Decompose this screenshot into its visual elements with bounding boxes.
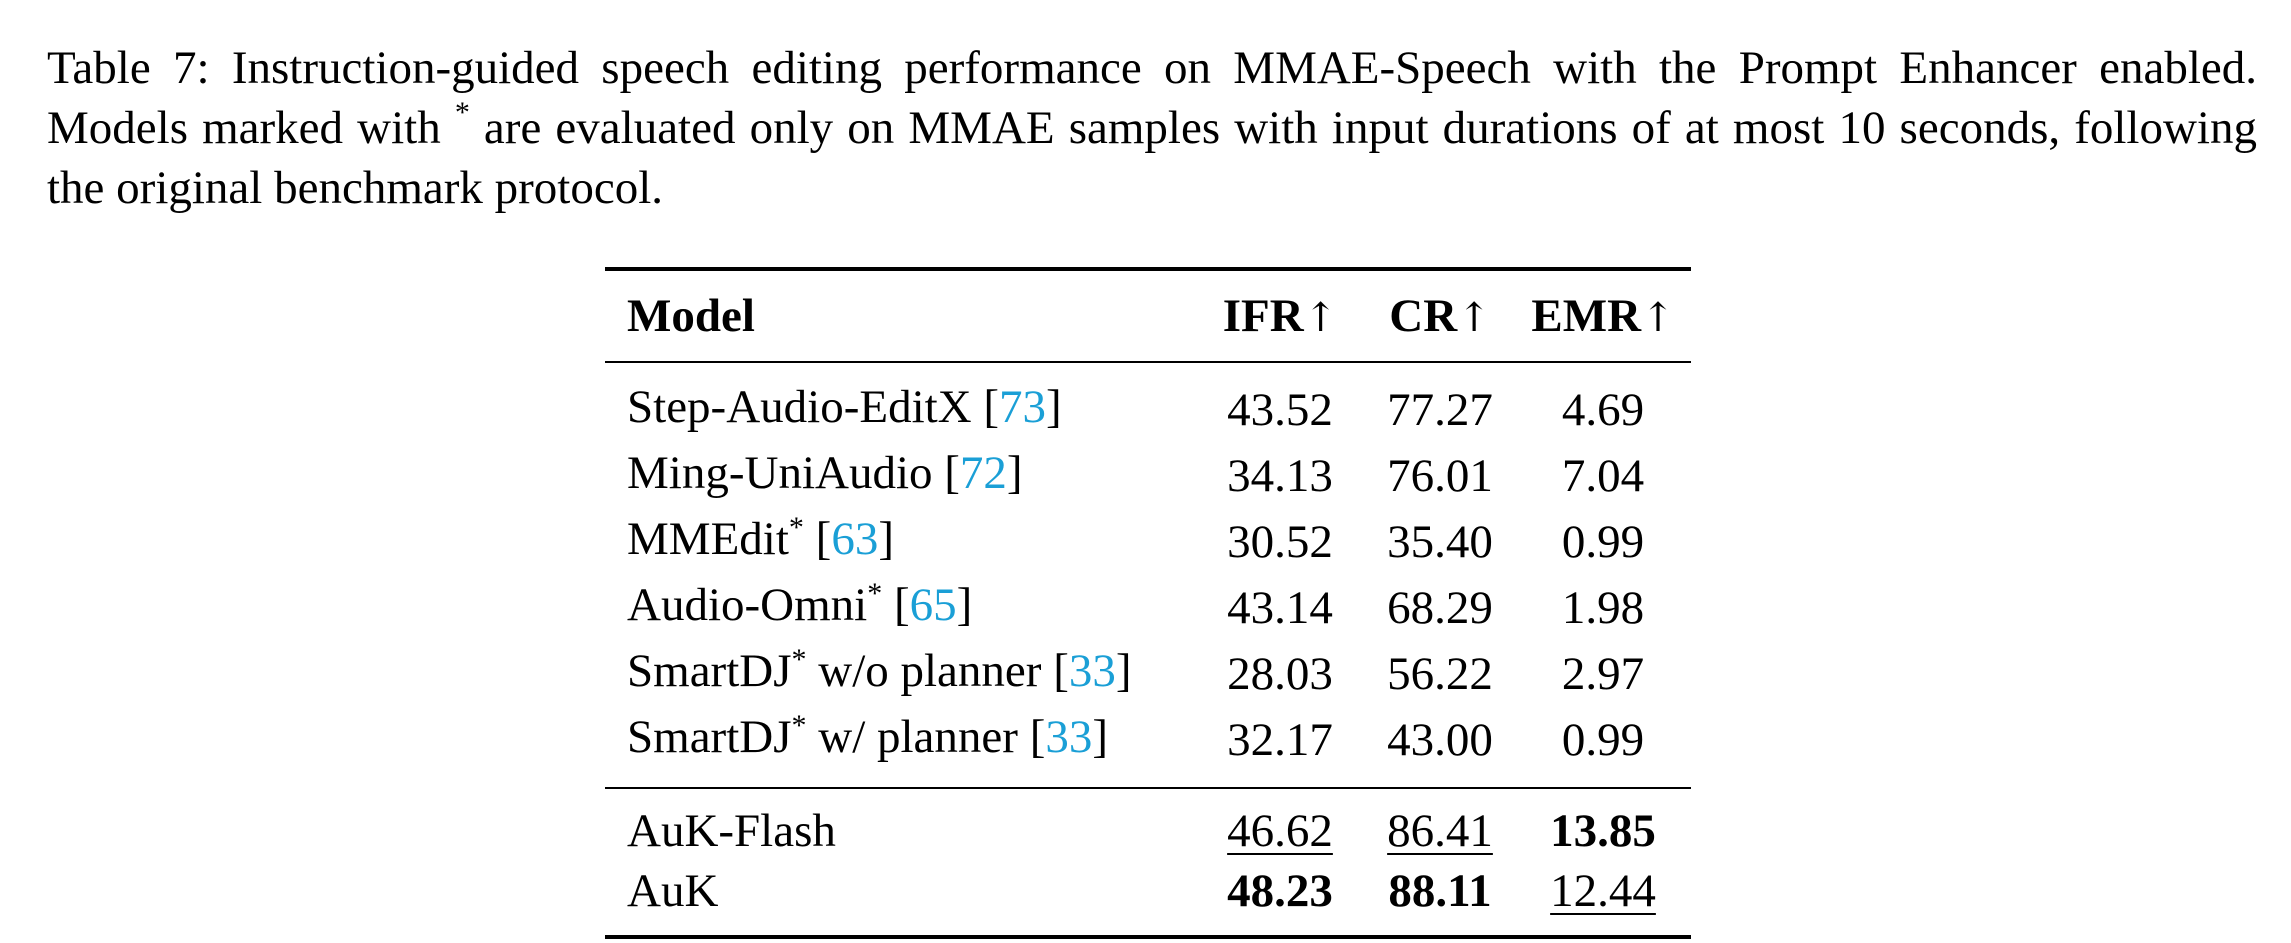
emr-value: 12.44 bbox=[1550, 865, 1656, 917]
cr-value: 43.00 bbox=[1387, 714, 1493, 766]
model-name: Step-Audio-EditX [73] bbox=[627, 381, 1062, 433]
cr-value: 77.27 bbox=[1387, 384, 1493, 436]
table-row: Step-Audio-EditX [73] 43.52 77.27 4.69 bbox=[605, 362, 1691, 443]
header-cr: CR↑ bbox=[1389, 290, 1491, 342]
table-row-ours: AuK-Flash 46.62 86.41 13.85 bbox=[605, 788, 1691, 861]
up-arrow-icon: ↑ bbox=[1303, 295, 1338, 341]
citation-link[interactable]: 33 bbox=[1045, 711, 1093, 763]
up-arrow-icon: ↑ bbox=[1641, 295, 1675, 341]
cr-value: 86.41 bbox=[1387, 805, 1493, 857]
header-emr: EMR↑ bbox=[1531, 290, 1675, 342]
citation-link[interactable]: 73 bbox=[999, 381, 1047, 433]
caption-text-1: Table 7: Instruction-guided speech editi… bbox=[47, 42, 2257, 154]
citation-link[interactable]: 33 bbox=[1068, 645, 1116, 697]
emr-value: 0.99 bbox=[1561, 714, 1645, 766]
ifr-value: 48.23 bbox=[1227, 865, 1333, 917]
header-model: Model bbox=[627, 290, 755, 342]
cr-value: 35.40 bbox=[1387, 516, 1493, 568]
ifr-value: 34.13 bbox=[1227, 450, 1333, 502]
emr-value: 2.97 bbox=[1561, 648, 1645, 700]
cr-value: 56.22 bbox=[1387, 648, 1493, 700]
caption-text-2: are evaluated only on MMAE samples with … bbox=[47, 102, 2257, 214]
emr-value: 1.98 bbox=[1561, 582, 1645, 634]
model-name: SmartDJ* w/ planner [33] bbox=[627, 709, 1108, 763]
emr-value: 0.99 bbox=[1561, 516, 1645, 568]
ifr-value: 30.52 bbox=[1227, 516, 1333, 568]
emr-value: 4.69 bbox=[1561, 384, 1645, 436]
model-name: AuK bbox=[627, 865, 719, 917]
ifr-value: 32.17 bbox=[1227, 714, 1333, 766]
model-name: Audio-Omni* [65] bbox=[627, 577, 973, 631]
table-row: Audio-Omni* [65] 43.14 68.29 1.98 bbox=[605, 575, 1691, 641]
emr-value: 13.85 bbox=[1550, 805, 1656, 857]
model-name: AuK-Flash bbox=[627, 805, 836, 857]
header-row: Model IFR↑ CR↑ EMR↑ bbox=[605, 269, 1691, 362]
ifr-value: 43.14 bbox=[1227, 582, 1333, 634]
table-row-ours: AuK 48.23 88.11 12.44 bbox=[605, 861, 1691, 937]
ifr-value: 46.62 bbox=[1227, 805, 1333, 857]
cr-value: 68.29 bbox=[1387, 582, 1493, 634]
table-caption: Table 7: Instruction-guided speech editi… bbox=[47, 38, 2257, 218]
header-ifr: IFR↑ bbox=[1222, 290, 1338, 342]
cr-value: 76.01 bbox=[1387, 450, 1493, 502]
emr-value: 7.04 bbox=[1561, 450, 1645, 502]
table-row: Ming-UniAudio [72] 34.13 76.01 7.04 bbox=[605, 443, 1691, 509]
caption-star-marker: * bbox=[454, 96, 470, 130]
citation-link[interactable]: 72 bbox=[959, 447, 1007, 499]
model-name: MMEdit* [63] bbox=[627, 511, 894, 565]
model-name: SmartDJ* w/o planner [33] bbox=[627, 643, 1132, 697]
table-row: SmartDJ* w/o planner [33] 28.03 56.22 2.… bbox=[605, 641, 1691, 707]
citation-link[interactable]: 65 bbox=[909, 579, 957, 631]
table-row: SmartDJ* w/ planner [33] 32.17 43.00 0.9… bbox=[605, 707, 1691, 788]
model-name: Ming-UniAudio [72] bbox=[627, 447, 1023, 499]
ifr-value: 28.03 bbox=[1227, 648, 1333, 700]
results-table: Model IFR↑ CR↑ EMR↑ Step-Audio-EditX [73… bbox=[605, 267, 1691, 939]
cr-value: 88.11 bbox=[1388, 865, 1492, 917]
ifr-value: 43.52 bbox=[1227, 384, 1333, 436]
up-arrow-icon: ↑ bbox=[1457, 295, 1491, 341]
table-row: MMEdit* [63] 30.52 35.40 0.99 bbox=[605, 509, 1691, 575]
citation-link[interactable]: 63 bbox=[831, 513, 879, 565]
